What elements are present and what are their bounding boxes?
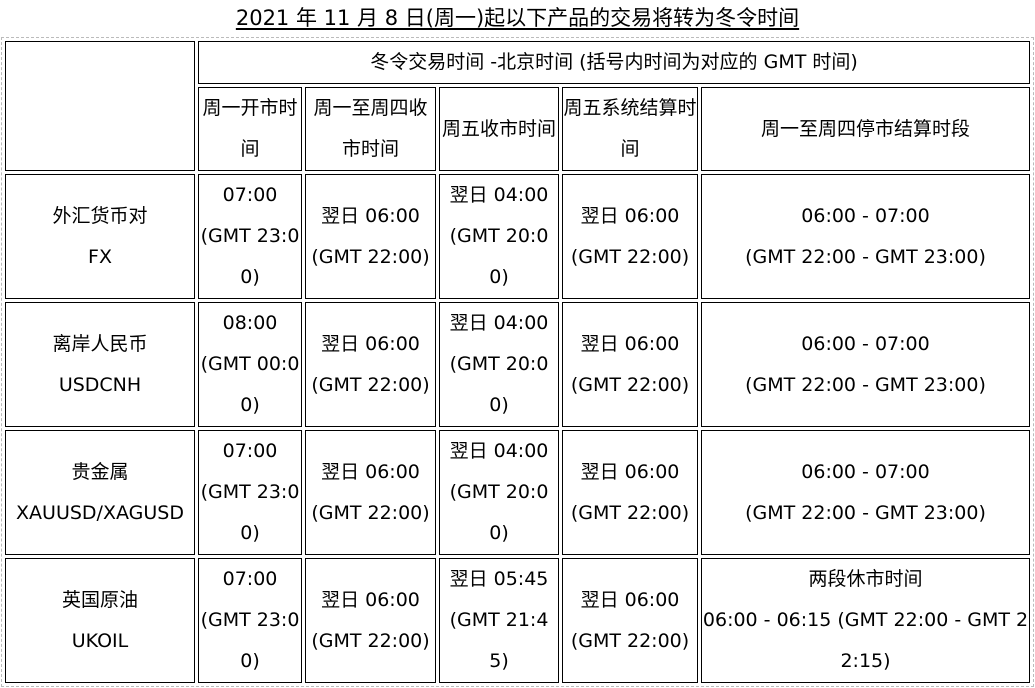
open-gmt-text: (GMT 23:00) — [200, 225, 300, 288]
open-gmt-text: (GMT 23:00) — [200, 609, 300, 672]
symbol-text: USDCNH — [58, 373, 142, 396]
table-row: 离岸人民币 USDCNH 08:00 (GMT 00:00) 翌日 06:00 (GMT … — [5, 302, 1030, 427]
fri-close-text: 翌日 04:00 — [449, 440, 549, 462]
settle-text: 翌日 06:00 — [580, 204, 680, 227]
cell-product: 离岸人民币 USDCNH — [5, 302, 195, 427]
open-text: 08:00 — [222, 312, 278, 334]
product-text: 离岸人民币 — [52, 332, 148, 355]
cell-settle: 翌日 06:00 (GMT 22:00) — [562, 174, 698, 299]
header-row: 冬令交易时间 -北京时间 (括号内时间为对应的 GMT 时间) — [5, 41, 1030, 171]
fri-close_gmt-text: (GMT 20:00) — [449, 225, 549, 288]
table-row: 英国原油 UKOIL 07:00 (GMT 23:00) 翌日 06:00 (GMT 22… — [5, 558, 1030, 683]
settle-gmt-text: (GMT 22:00) — [570, 501, 690, 524]
product-text: 英国原油 — [61, 588, 138, 611]
halt-text: 06:00 - 07:00 — [801, 204, 930, 227]
header-columns-row: 周一开市时间 周一至周四收市时间 周五收市时间 周五系统结算时间 周一至周四停市… — [5, 87, 1030, 171]
settle-gmt-text: (GMT 22:00) — [570, 629, 690, 652]
empty-corner-cell — [5, 41, 195, 171]
close-gmt-text: (GMT 22:00) — [311, 629, 430, 652]
halt-text: 两段休市时间 — [808, 568, 923, 590]
open-text: 07:00 — [222, 568, 278, 590]
cell-open: 07:00 (GMT 23:00) — [198, 430, 302, 555]
halt-gmt-text: (GMT 22:00 - GMT 23:00) — [745, 501, 986, 524]
column-header: 周五系统结算时间 — [562, 87, 698, 171]
cell-fri-close: 翌日 04:00 (GMT 20:00) — [439, 302, 559, 427]
cell-fri-close: 翌日 04:00 (GMT 20:00) — [439, 174, 559, 299]
cell-close: 翌日 06:00 (GMT 22:00) — [305, 430, 436, 555]
halt-gmt-text: 06:00 - 06:15 (GMT 22:00 - GMT 22:15) — [702, 609, 1029, 672]
fri-close-text: 翌日 04:00 — [449, 184, 549, 206]
close-text: 翌日 06:00 — [321, 588, 420, 611]
settle-text: 翌日 06:00 — [580, 460, 680, 483]
column-header: 周五收市时间 — [439, 87, 559, 171]
cell-fri-close: 翌日 05:45 (GMT 21:45) — [439, 558, 559, 683]
settle-text: 翌日 06:00 — [580, 332, 680, 355]
open-text: 07:00 — [222, 184, 278, 206]
cell-settle: 翌日 06:00 (GMT 22:00) — [562, 302, 698, 427]
settle-gmt-text: (GMT 22:00) — [570, 373, 690, 396]
settle-gmt-text: (GMT 22:00) — [570, 245, 690, 268]
halt-gmt-text: (GMT 22:00 - GMT 23:00) — [745, 373, 986, 396]
cell-halt: 06:00 - 07:00 (GMT 22:00 - GMT 23:00) — [701, 174, 1030, 299]
close-text: 翌日 06:00 — [321, 332, 420, 355]
header-group: 冬令交易时间 -北京时间 (括号内时间为对应的 GMT 时间) — [198, 41, 1030, 84]
close-gmt-text: (GMT 22:00) — [311, 501, 430, 524]
page-title: 2021 年 11 月 8 日(周一)起以下产品的交易将转为冬令时间 — [235, 6, 800, 30]
cell-halt: 两段休市时间 06:00 - 06:15 (GMT 22:00 - GMT 22:… — [701, 558, 1030, 683]
cell-open: 07:00 (GMT 23:00) — [198, 558, 302, 683]
cell-product: 英国原油 UKOIL — [5, 558, 195, 683]
cell-close: 翌日 06:00 (GMT 22:00) — [305, 558, 436, 683]
symbol-text: FX — [88, 245, 112, 268]
halt-text: 06:00 - 07:00 — [801, 460, 930, 483]
close-text: 翌日 06:00 — [321, 460, 420, 483]
open-gmt-text: (GMT 23:00) — [200, 481, 300, 544]
cell-settle: 翌日 06:00 (GMT 22:00) — [562, 430, 698, 555]
cell-halt: 06:00 - 07:00 (GMT 22:00 - GMT 23:00) — [701, 430, 1030, 555]
column-header: 周一开市时间 — [198, 87, 302, 171]
close-gmt-text: (GMT 22:00) — [311, 245, 430, 268]
cell-close: 翌日 06:00 (GMT 22:00) — [305, 174, 436, 299]
cell-open: 07:00 (GMT 23:00) — [198, 174, 302, 299]
cell-product: 贵金属 XAUUSD/XAGUSD — [5, 430, 195, 555]
fri-close-text: 翌日 05:45 — [449, 568, 549, 590]
symbol-text: UKOIL — [71, 629, 129, 652]
product-text: 外汇货币对 — [52, 204, 148, 227]
cell-close: 翌日 06:00 (GMT 22:00) — [305, 302, 436, 427]
cell-open: 08:00 (GMT 00:00) — [198, 302, 302, 427]
close-text: 翌日 06:00 — [321, 204, 420, 227]
cell-settle: 翌日 06:00 (GMT 22:00) — [562, 558, 698, 683]
table-row: 外汇货币对 FX 07:00 (GMT 23:00) 翌日 06:00 (GMT 22:0… — [5, 174, 1030, 299]
close-gmt-text: (GMT 22:00) — [311, 373, 430, 396]
open-gmt-text: (GMT 00:00) — [200, 353, 300, 416]
symbol-text: XAUUSD/XAGUSD — [16, 501, 184, 524]
cell-halt: 06:00 - 07:00 (GMT 22:00 - GMT 23:00) — [701, 302, 1030, 427]
halt-text: 06:00 - 07:00 — [801, 332, 930, 355]
fri-close_gmt-text: (GMT 21:45) — [449, 609, 549, 672]
product-text: 贵金属 — [71, 460, 129, 483]
fri-close_gmt-text: (GMT 20:00) — [449, 481, 549, 544]
winter-trading-hours-table: 冬令交易时间 -北京时间 (括号内时间为对应的 GMT 时间) 周一开市时间 周… — [1, 37, 1034, 687]
table-row: 贵金属 XAUUSD/XAGUSD 07:00 (GMT 23:00) 翌日 06:00… — [5, 430, 1030, 555]
settle-text: 翌日 06:00 — [580, 588, 680, 611]
cell-fri-close: 翌日 04:00 (GMT 20:00) — [439, 430, 559, 555]
column-header: 周一至周四停市结算时段 — [701, 87, 1030, 171]
fri-close_gmt-text: (GMT 20:00) — [449, 353, 549, 416]
fri-close-text: 翌日 04:00 — [449, 312, 549, 334]
cell-product: 外汇货币对 FX — [5, 174, 195, 299]
halt-gmt-text: (GMT 22:00 - GMT 23:00) — [745, 245, 986, 268]
open-text: 07:00 — [222, 440, 278, 462]
column-header: 周一至周四收市时间 — [305, 87, 436, 171]
